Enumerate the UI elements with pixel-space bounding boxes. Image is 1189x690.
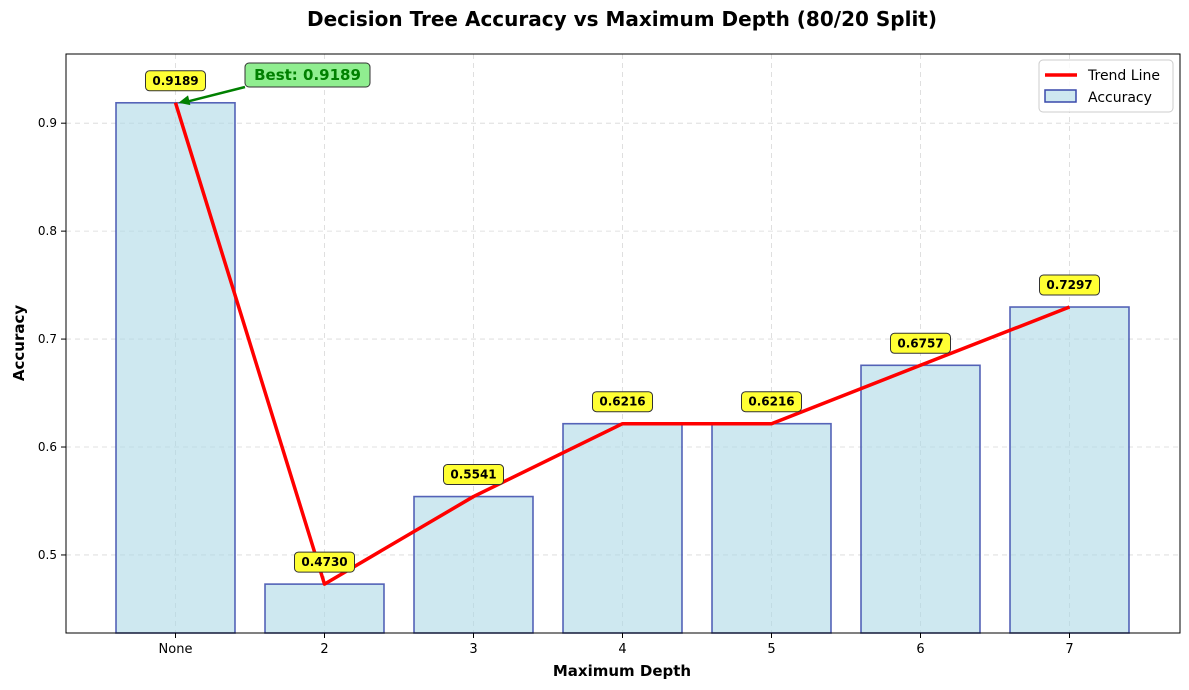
value-label-text: 0.4730 [301,555,347,569]
y-tick-label: 0.7 [38,332,57,346]
bar-7 [1009,306,1130,634]
value-labels: 0.9189 0.4730 0.5541 0.6216 0.6216 0.6757 0.72… [145,70,1100,573]
x-tick-label: 6 [916,642,924,657]
bar-2 [264,583,385,634]
best-annotation-arrow [186,85,246,104]
bar-none [115,101,236,634]
value-label-text: 0.7297 [1046,278,1092,292]
y-tick-label: 0.6 [38,440,57,454]
bar-3 [413,495,534,634]
legend-accuracy-swatch [1044,89,1077,103]
trend-line [173,102,1071,586]
value-label-text: 0.6216 [748,395,794,409]
x-tick-label: 3 [469,642,477,657]
value-label-text: 0.5541 [450,468,496,482]
y-axis-ticks: 0.5 0.6 0.7 0.8 0.9 [38,116,66,562]
value-label-text: 0.6216 [599,395,645,409]
y-tick-label: 0.5 [38,548,57,562]
value-label-box [741,391,802,413]
bar-5 [711,422,832,634]
best-annotation-text: Best: 0.9189 [254,66,361,84]
best-annotation-box [244,62,371,88]
x-tick-label: None [159,642,193,657]
value-label-box [443,464,504,486]
x-tick-label: 2 [320,642,328,657]
value-label-box [294,551,355,573]
value-label-box [145,70,206,92]
chart-title: Decision Tree Accuracy vs Maximum Depth … [307,7,937,31]
value-label-7: 0.7297 [1039,274,1100,296]
value-label-6: 0.6757 [890,332,951,354]
value-label-text: 0.6757 [897,336,943,350]
value-label-text: 0.9189 [152,74,198,88]
value-label-box [1039,274,1100,296]
y-tick-label: 0.8 [38,224,57,238]
x-tick-label: 4 [618,642,626,657]
value-label-box [890,332,951,354]
trend-line-layer [173,102,1071,586]
bar-4 [562,422,683,634]
best-annotation: Best: 0.9189 [178,62,371,106]
y-axis-title: Accuracy [10,305,28,381]
legend-accuracy-label: Accuracy [1088,90,1152,106]
value-label-5: 0.6216 [741,391,802,413]
value-label-box [592,391,653,413]
value-label-none: 0.9189 [145,70,206,92]
bars [115,101,1130,634]
x-tick-label: 5 [767,642,775,657]
x-axis-ticks: None 2 3 4 5 6 7 [159,633,1074,657]
x-axis-title: Maximum Depth [553,662,691,680]
legend-trend-label: Trend Line [1087,68,1160,84]
value-label-4: 0.6216 [592,391,653,413]
best-annotation-arrowhead [178,95,191,106]
value-label-2: 0.4730 [294,551,355,573]
legend: Trend Line Accuracy [1038,59,1174,113]
value-label-3: 0.5541 [443,464,504,486]
y-tick-label: 0.9 [38,116,57,130]
bar-6 [860,364,981,634]
x-tick-label: 7 [1065,642,1073,657]
